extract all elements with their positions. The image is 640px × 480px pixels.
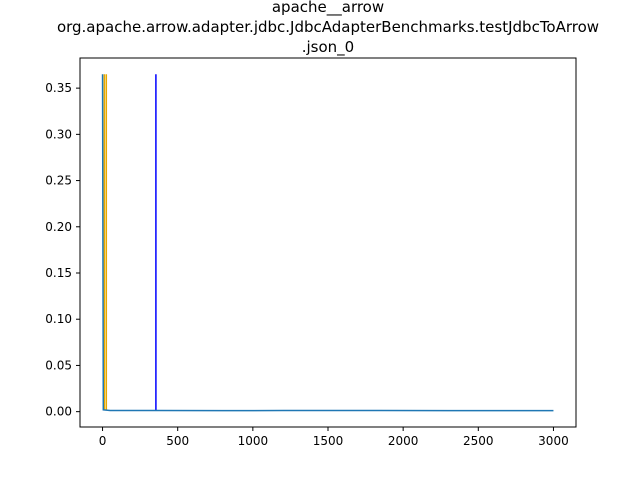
x-tick-label-3: 1500: [313, 434, 344, 448]
chart-title-line-2: org.apache.arrow.adapter.jdbc.JdbcAdapte…: [57, 18, 599, 36]
y-tick-label-0: 0.00: [45, 405, 72, 419]
y-tick-label-2: 0.10: [45, 312, 72, 326]
x-tick-label-4: 2000: [388, 434, 419, 448]
x-axis: 0 500 1000 1500 2000 2500 3000: [99, 427, 569, 448]
y-tick-label-3: 0.15: [45, 266, 72, 280]
chart-title: apache__arrow org.apache.arrow.adapter.j…: [57, 0, 599, 57]
y-tick-label-7: 0.35: [45, 81, 72, 95]
series-lines: [101, 74, 554, 412]
x-tick-label-1: 500: [166, 434, 189, 448]
series-line-0: [101, 74, 554, 412]
x-tick-label-5: 2500: [463, 434, 494, 448]
y-tick-label-1: 0.05: [45, 358, 72, 372]
x-tick-label-0: 0: [99, 434, 107, 448]
chart-title-line-1: apache__arrow: [272, 0, 384, 17]
y-tick-label-6: 0.30: [45, 127, 72, 141]
x-tick-label-6: 3000: [538, 434, 569, 448]
y-axis: 0.00 0.05 0.10 0.15 0.20 0.25 0.30 0.35: [45, 81, 80, 419]
chart-title-line-3: .json_0: [302, 38, 354, 57]
vertical-lines: [103, 74, 157, 411]
y-tick-label-4: 0.20: [45, 220, 72, 234]
x-tick-label-2: 1000: [238, 434, 269, 448]
y-tick-label-5: 0.25: [45, 174, 72, 188]
